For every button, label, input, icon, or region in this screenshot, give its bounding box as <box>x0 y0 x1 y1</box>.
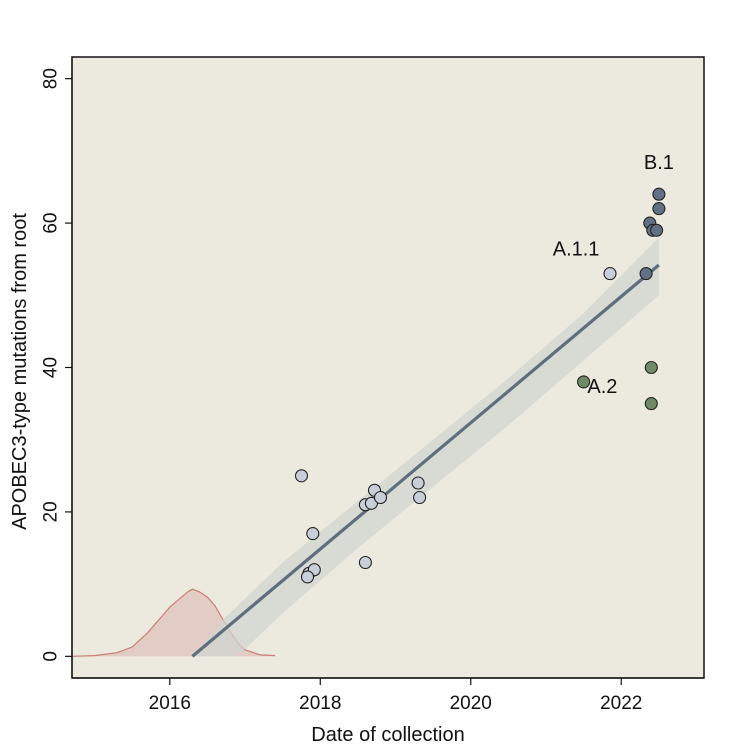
y-tick-label: 80 <box>41 68 62 89</box>
regression-line-layer <box>191 263 660 658</box>
confidence-ribbon <box>192 237 659 657</box>
data-point <box>644 360 658 375</box>
data-point <box>652 187 666 201</box>
data-point <box>413 490 427 505</box>
data-point <box>644 397 658 411</box>
plot-panel <box>72 57 704 678</box>
x-tick-label: 2016 <box>149 693 191 714</box>
data-point <box>364 496 378 510</box>
group-label: A.2 <box>587 376 617 398</box>
x-axis-title: Date of collection <box>311 724 464 746</box>
y-tick-label: 60 <box>41 213 62 234</box>
group-label: A.1.1 <box>553 239 600 261</box>
data-point <box>373 490 388 505</box>
series-dark <box>639 187 666 281</box>
annotations-layer: B.1 A.1.1 A.2 <box>553 152 674 398</box>
series-green <box>577 360 658 411</box>
data-point <box>603 267 617 281</box>
data-point <box>300 570 315 584</box>
group-label: B.1 <box>644 152 674 174</box>
y-tick-label: 20 <box>41 501 62 522</box>
y-axis-title: APOBEC3-type mutations from root <box>9 213 31 530</box>
data-point <box>411 476 425 490</box>
data-point <box>294 469 309 483</box>
x-tick-label: 2020 <box>450 693 492 714</box>
data-point <box>306 527 320 541</box>
x-tick-label: 2018 <box>299 693 341 714</box>
data-point <box>652 202 666 216</box>
y-tick-label: 0 <box>41 651 62 662</box>
x-axis: 2016 2018 2020 2022 <box>72 677 704 714</box>
confidence-ribbon-layer <box>192 237 659 657</box>
data-point <box>577 375 591 389</box>
x-tick-label: 2022 <box>600 693 642 714</box>
regression-line <box>191 263 660 658</box>
series-light <box>294 267 617 584</box>
y-tick-label: 40 <box>41 357 62 378</box>
data-point <box>650 223 664 237</box>
data-point <box>358 555 372 570</box>
data-point <box>639 267 653 281</box>
points-layer <box>294 187 666 584</box>
y-axis: 0 20 40 60 80 <box>41 57 73 678</box>
